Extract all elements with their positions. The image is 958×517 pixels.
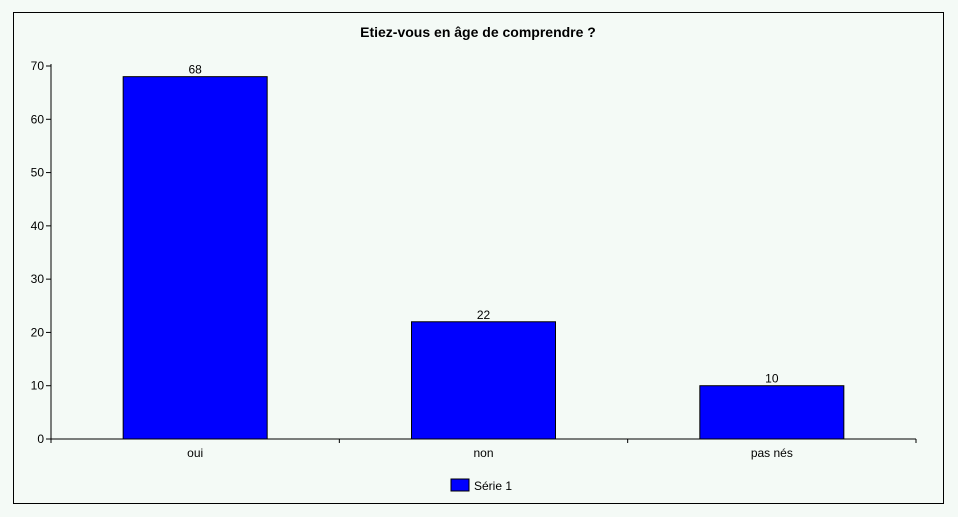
chart-title: Etiez-vous en âge de comprendre ?: [360, 24, 596, 40]
y-tick-label: 60: [31, 112, 45, 126]
data-label: 10: [765, 372, 779, 386]
bar-2: [699, 385, 845, 440]
x-tick-label: pas nés: [751, 446, 793, 460]
x-tick-label: oui: [187, 446, 203, 460]
legend-label-serie-1: Série 1: [474, 479, 512, 493]
y-tick-label: 50: [31, 166, 45, 180]
y-tick-label: 40: [31, 219, 45, 233]
bar-1: [411, 321, 556, 440]
y-tick-label: 20: [31, 325, 45, 339]
y-tick-label: 10: [31, 379, 45, 393]
x-tick-label: non: [473, 446, 493, 460]
data-label: 22: [477, 308, 491, 322]
data-label: 68: [188, 63, 202, 77]
y-tick-label: 0: [37, 432, 44, 446]
legend: Série 1: [450, 478, 512, 493]
y-tick-label: 70: [31, 59, 45, 73]
plot-area: 0 10 20 30 40 50 60 70 68 oui 22 non 10 pas nés: [31, 59, 917, 460]
bar-0: [122, 76, 268, 440]
legend-swatch-serie-1: [450, 478, 470, 492]
y-tick-label: 30: [31, 272, 45, 286]
